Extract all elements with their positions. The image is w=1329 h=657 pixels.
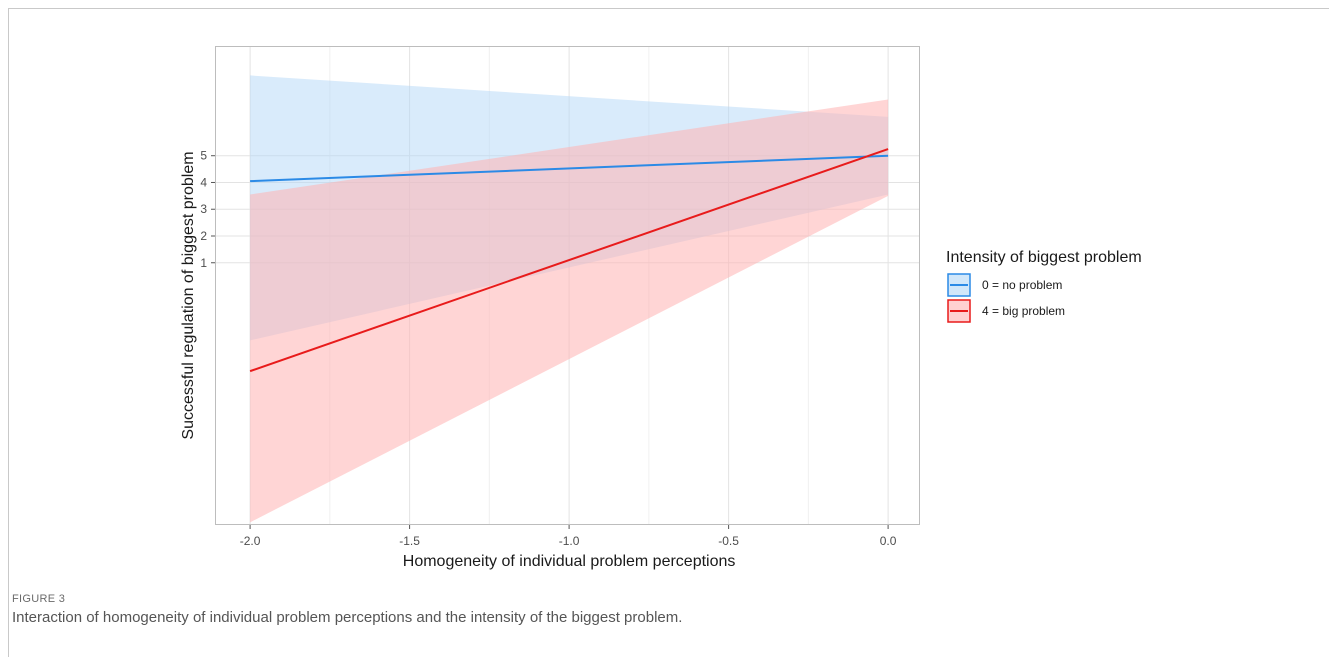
x-axis-title: Homogeneity of individual problem percep… <box>403 553 736 570</box>
y-tick-label: 1 <box>200 256 207 270</box>
figure-caption: Interaction of homogeneity of individual… <box>12 609 683 626</box>
legend-label: 4 = big problem <box>982 304 1065 318</box>
legend: Intensity of biggest problem 0 = no prob… <box>946 249 1142 323</box>
x-tick-label: -1.5 <box>399 534 420 548</box>
legend-label: 0 = no problem <box>982 278 1062 292</box>
legend-items: 0 = no problem 4 = big problem <box>947 273 1065 323</box>
y-tick-label: 5 <box>200 149 207 163</box>
figure-frame <box>8 8 1329 657</box>
series-line-1 <box>249 148 889 373</box>
interaction-chart: -2.0 -1.5 -1.0 -0.5 0.0 1 2 3 4 5 Homogeneity of… <box>180 46 1142 570</box>
x-axis-ticks: -2.0 -1.5 -1.0 -0.5 0.0 <box>240 525 897 548</box>
x-tick-label: -0.5 <box>718 534 739 548</box>
x-tick-label: -1.0 <box>559 534 580 548</box>
y-axis-ticks: 1 2 3 4 5 <box>200 149 215 270</box>
y-axis-title: Successful regulation of biggest problem <box>180 151 197 439</box>
legend-item: 0 = no problem <box>947 273 1062 297</box>
series-lines <box>249 148 889 373</box>
x-tick-label: 0.0 <box>880 534 897 548</box>
plot-panel-border <box>215 46 920 525</box>
y-tick-label: 2 <box>200 229 207 243</box>
figure-number: FIGURE 3 <box>12 593 66 605</box>
legend-title: Intensity of biggest problem <box>946 249 1142 266</box>
y-tick-label: 3 <box>200 202 207 216</box>
series-line-0 <box>250 154 889 183</box>
y-tick-label: 4 <box>200 175 207 189</box>
x-tick-label: -2.0 <box>240 534 261 548</box>
legend-item: 4 = big problem <box>947 299 1065 323</box>
